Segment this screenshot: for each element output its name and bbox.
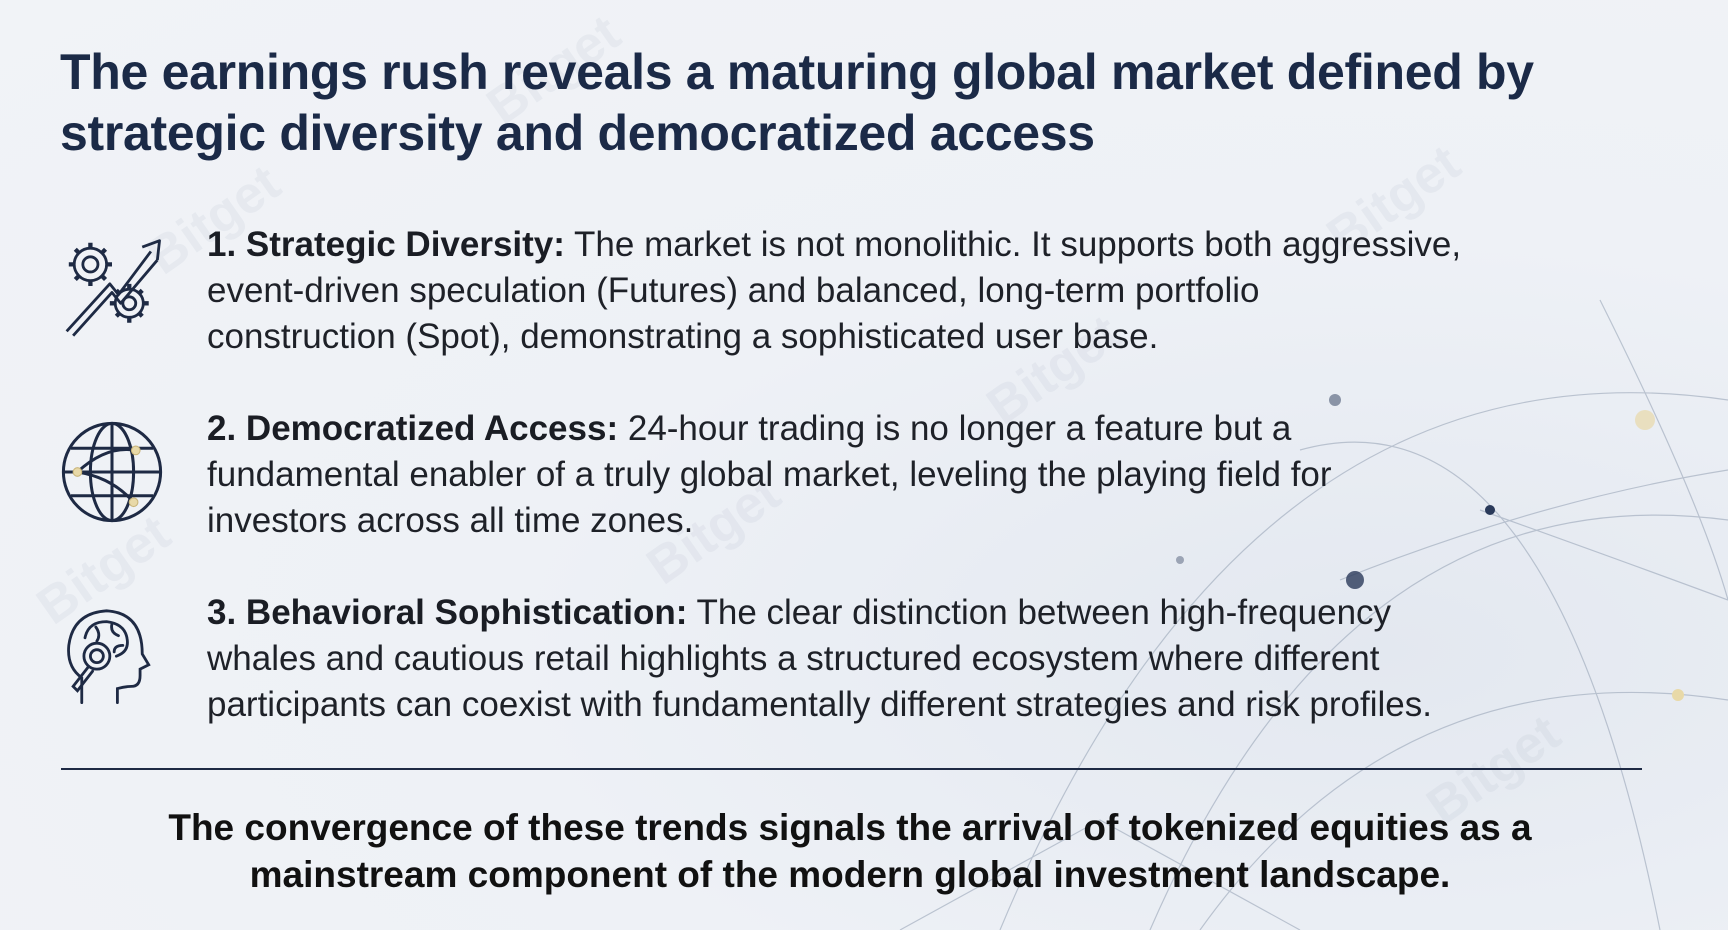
list-item-behavioral-sophistication: 3. Behavioral Sophistication: The clear … bbox=[207, 590, 1432, 728]
item-text: whales and cautious retail highlights a … bbox=[207, 639, 1380, 678]
head-brain-magnifier-icon bbox=[67, 609, 151, 705]
item-text: construction (Spot), demonstrating a sop… bbox=[207, 317, 1159, 356]
globe-network-icon bbox=[61, 421, 163, 523]
item-text: fundamental enabler of a truly global ma… bbox=[207, 455, 1332, 494]
item-text: event-driven speculation (Futures) and b… bbox=[207, 271, 1260, 310]
item-label: 1. Strategic Diversity: bbox=[207, 225, 565, 264]
item-text: The market is not monolithic. It support… bbox=[564, 225, 1462, 264]
conclusion-line: mainstream component of the modern globa… bbox=[249, 854, 1451, 895]
item-label: 3. Behavioral Sophistication: bbox=[207, 593, 688, 632]
page-title: The earnings rush reveals a maturing glo… bbox=[60, 42, 1534, 164]
list-item-strategic-diversity: 1. Strategic Diversity: The market is no… bbox=[207, 222, 1461, 360]
item-text: participants can coexist with fundamenta… bbox=[207, 685, 1432, 724]
divider bbox=[61, 768, 1642, 770]
list-item-democratized-access: 2. Democratized Access: 24-hour trading … bbox=[207, 406, 1332, 544]
gears-trend-arrow-icon bbox=[65, 239, 161, 337]
conclusion: The convergence of these trends signals … bbox=[0, 804, 1700, 898]
item-text: 24-hour trading is no longer a feature b… bbox=[618, 409, 1292, 448]
title-line: The earnings rush reveals a maturing glo… bbox=[60, 44, 1534, 100]
item-text: The clear distinction between high-frequ… bbox=[687, 593, 1392, 632]
conclusion-line: The convergence of these trends signals … bbox=[168, 807, 1532, 848]
item-text: investors across all time zones. bbox=[207, 501, 694, 540]
item-label: 2. Democratized Access: bbox=[207, 409, 619, 448]
title-line: strategic diversity and democratized acc… bbox=[60, 105, 1095, 161]
